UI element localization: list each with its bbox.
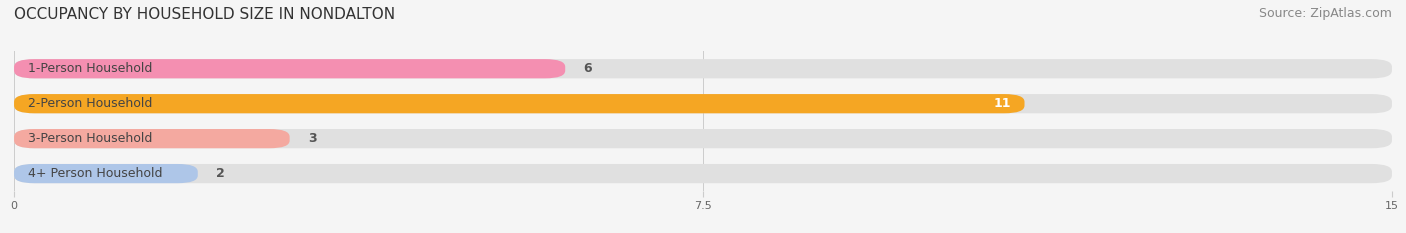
- FancyBboxPatch shape: [14, 94, 1025, 113]
- Text: 2: 2: [217, 167, 225, 180]
- FancyBboxPatch shape: [14, 94, 1392, 113]
- FancyBboxPatch shape: [14, 129, 290, 148]
- FancyBboxPatch shape: [14, 129, 1392, 148]
- Text: 2-Person Household: 2-Person Household: [28, 97, 152, 110]
- Text: 11: 11: [993, 97, 1011, 110]
- Text: 1-Person Household: 1-Person Household: [28, 62, 152, 75]
- FancyBboxPatch shape: [14, 59, 565, 78]
- Text: 3: 3: [308, 132, 316, 145]
- FancyBboxPatch shape: [14, 164, 198, 183]
- Text: Source: ZipAtlas.com: Source: ZipAtlas.com: [1258, 7, 1392, 20]
- FancyBboxPatch shape: [14, 59, 1392, 78]
- FancyBboxPatch shape: [14, 164, 1392, 183]
- Text: 6: 6: [583, 62, 592, 75]
- Text: OCCUPANCY BY HOUSEHOLD SIZE IN NONDALTON: OCCUPANCY BY HOUSEHOLD SIZE IN NONDALTON: [14, 7, 395, 22]
- Text: 4+ Person Household: 4+ Person Household: [28, 167, 162, 180]
- Text: 3-Person Household: 3-Person Household: [28, 132, 152, 145]
